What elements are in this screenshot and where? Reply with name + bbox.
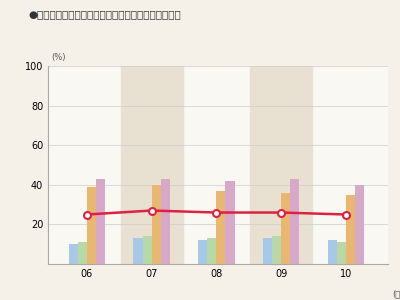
Bar <box>272 236 281 264</box>
Bar <box>281 193 290 264</box>
Bar <box>69 244 78 264</box>
Bar <box>216 191 226 264</box>
Bar <box>328 240 337 264</box>
Bar <box>337 242 346 264</box>
Bar <box>198 240 207 264</box>
Text: ●最近の美容室は自分の年齢に合わないところが多い: ●最近の美容室は自分の年齢に合わないところが多い <box>28 9 181 19</box>
Bar <box>134 238 142 264</box>
Bar <box>346 195 355 264</box>
Bar <box>142 236 152 264</box>
Bar <box>207 238 216 264</box>
Bar <box>120 66 183 264</box>
Bar <box>152 185 161 264</box>
Bar <box>96 179 105 264</box>
Bar <box>290 179 299 264</box>
Bar <box>161 179 170 264</box>
Text: (年): (年) <box>392 290 400 299</box>
Text: (%): (%) <box>51 53 66 62</box>
Bar <box>250 66 312 264</box>
Bar <box>226 181 234 264</box>
Bar <box>355 185 364 264</box>
Bar <box>87 187 96 264</box>
Bar <box>78 242 87 264</box>
Bar <box>263 238 272 264</box>
